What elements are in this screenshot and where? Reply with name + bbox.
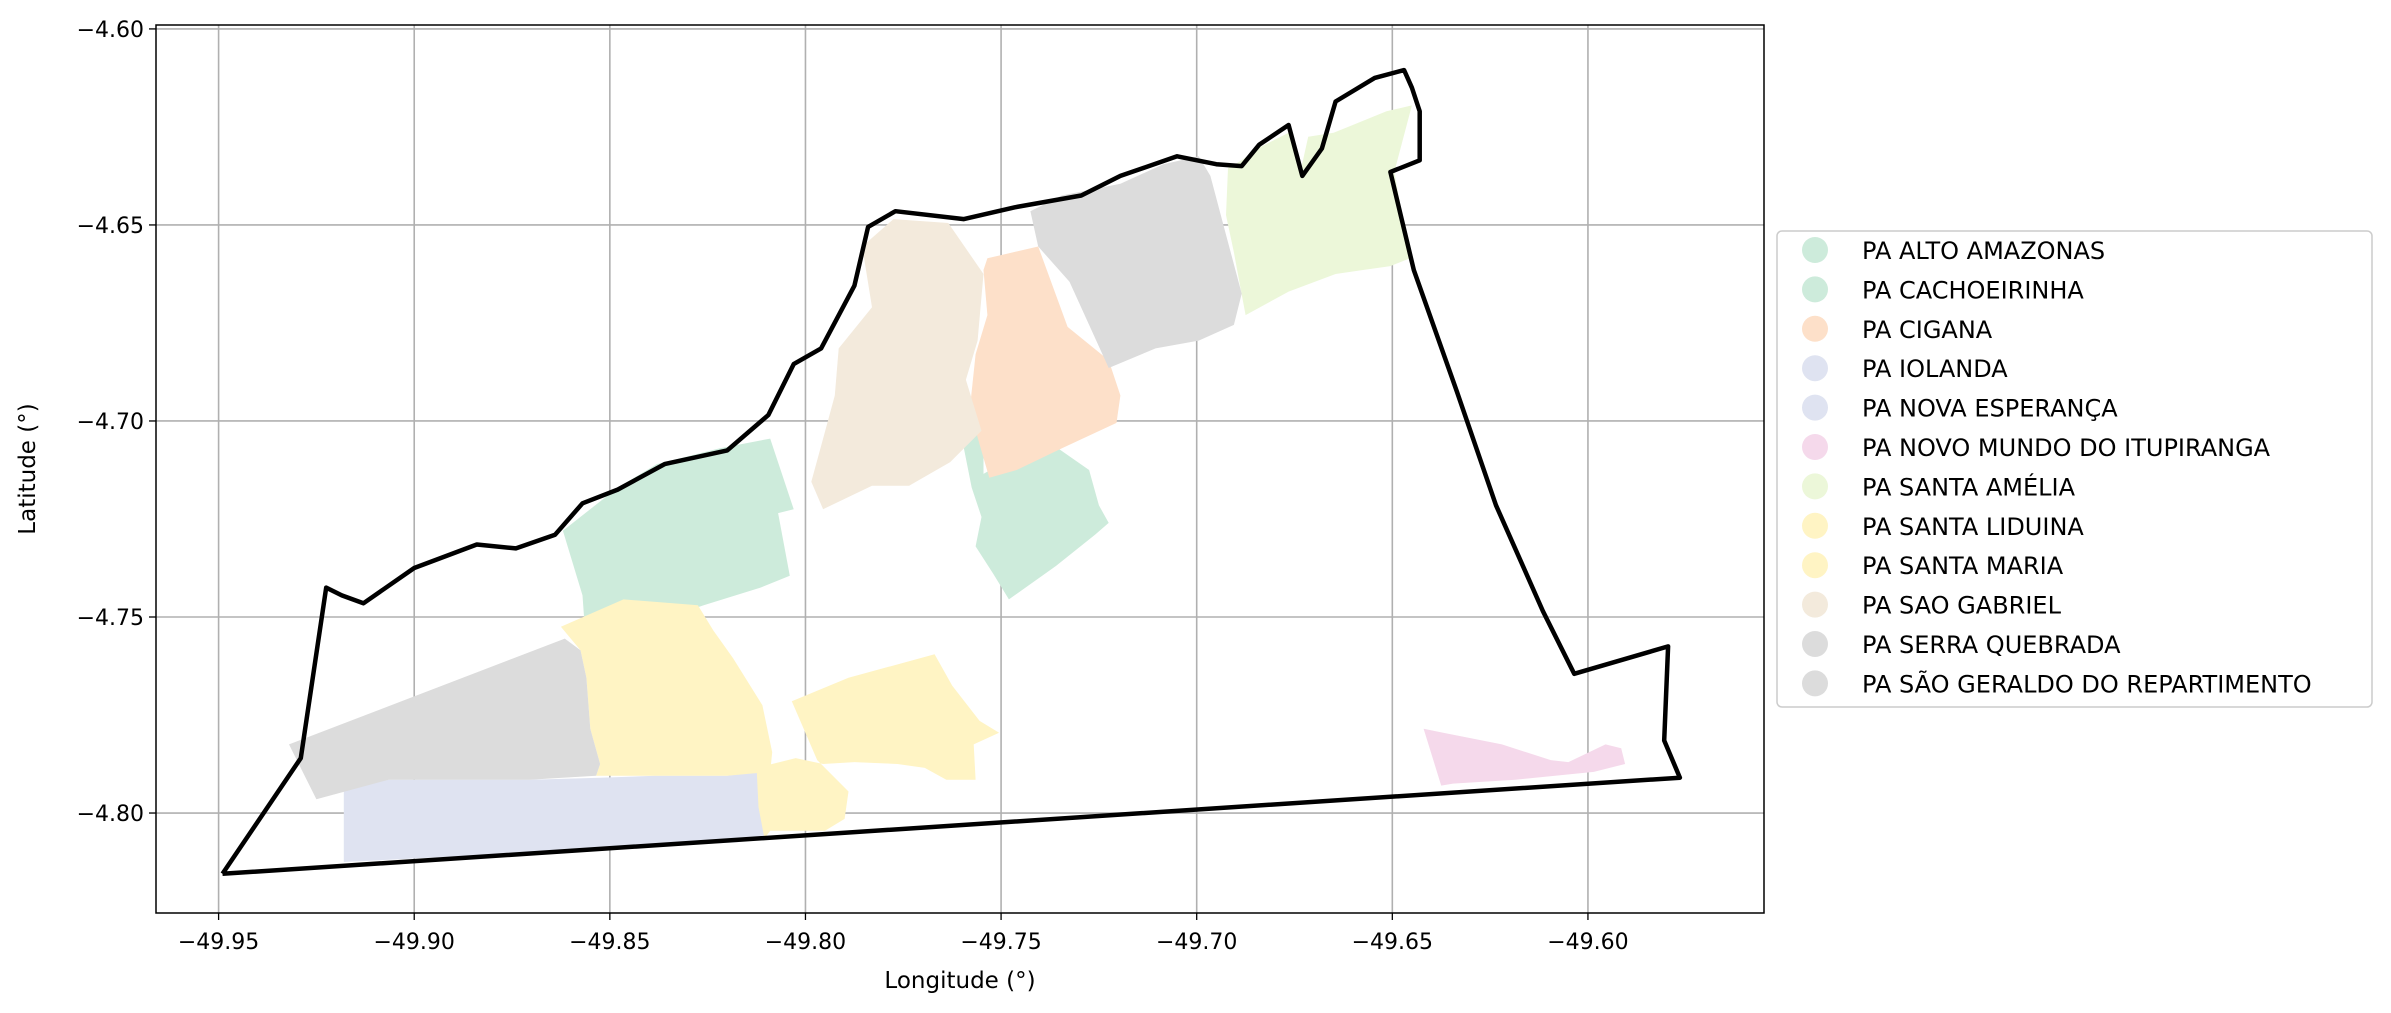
legend-marker-pa-santa-maria xyxy=(1802,552,1828,579)
legend-marker-pa-sao-geraldo-do-repartimento xyxy=(1802,670,1828,697)
x-tick-label: −49.80 xyxy=(765,930,846,955)
region-pa-santa-amelia xyxy=(1226,105,1412,316)
legend-label-pa-cachoeirinha: PA CACHOEIRINHA xyxy=(1862,276,2084,304)
legend-label-pa-novo-mundo-do-itupiranga: PA NOVO MUNDO DO ITUPIRANGA xyxy=(1862,434,2271,462)
legend-marker-pa-iolanda xyxy=(1802,355,1828,382)
legend-label-pa-iolanda: PA IOLANDA xyxy=(1862,355,2008,383)
legend-marker-pa-santa-amelia xyxy=(1802,473,1828,500)
legend-marker-pa-santa-liduina xyxy=(1802,512,1828,539)
y-tick-label: −4.60 xyxy=(77,18,144,43)
legend-label-pa-sao-gabriel: PA SAO GABRIEL xyxy=(1862,592,2062,620)
legend-label-pa-nova-esperanca: PA NOVA ESPERANÇA xyxy=(1862,395,2118,423)
legend-marker-pa-novo-mundo-do-itupiranga xyxy=(1802,434,1828,460)
legend-box xyxy=(1776,230,2373,708)
legend-marker-pa-nova-esperanca xyxy=(1802,394,1828,421)
y-tick-label: −4.70 xyxy=(77,410,144,435)
region-pa-sao-geraldo-do-repartimento xyxy=(289,638,601,800)
region-pa-cachoeirinha xyxy=(963,403,1109,600)
region-pa-santa-liduina xyxy=(560,599,773,776)
y-tick-label: −4.75 xyxy=(77,606,144,631)
legend-marker-pa-sao-gabriel xyxy=(1802,591,1828,618)
x-axis-title: Longitude (°) xyxy=(884,968,1035,994)
region-pa-alto-amazonas xyxy=(562,438,794,651)
region-pa-iolanda xyxy=(343,769,777,862)
x-axis-ticks: −49.95 −49.90 −49.85 −49.80 −49.75 −49.70 −49.… xyxy=(178,913,1629,955)
legend-label-pa-serra-quebrada: PA SERRA QUEBRADA xyxy=(1862,631,2121,659)
region-pa-santa-maria xyxy=(756,654,1000,839)
y-axis-title: Latitude (°) xyxy=(15,403,41,534)
legend-marker-pa-cigana xyxy=(1802,315,1828,342)
x-tick-label: −49.65 xyxy=(1352,930,1433,955)
legend-label-pa-santa-maria: PA SANTA MARIA xyxy=(1862,552,2064,580)
region-pa-serra-quebrada xyxy=(1030,156,1242,368)
settlement-regions xyxy=(289,105,1626,862)
y-axis-ticks: −4.60 −4.65 −4.70 −4.75 −4.80 xyxy=(77,18,156,827)
x-tick-label: −49.85 xyxy=(569,930,650,955)
legend-marker-pa-serra-quebrada xyxy=(1802,631,1828,657)
legend-label-pa-santa-amelia: PA SANTA AMÉLIA xyxy=(1862,472,2076,501)
x-tick-label: −49.75 xyxy=(960,930,1041,955)
legend-label-pa-cigana: PA CIGANA xyxy=(1862,316,1993,344)
legend-label-pa-alto-amazonas: PA ALTO AMAZONAS xyxy=(1862,237,2105,265)
legend-label-pa-sao-geraldo-do-repartimento: PA SÃO GERALDO DO REPARTIMENTO xyxy=(1862,668,2312,698)
boundary-outline xyxy=(220,67,1683,877)
x-tick-label: −49.70 xyxy=(1156,930,1237,955)
x-tick-label: −49.60 xyxy=(1547,930,1628,955)
municipality-boundary xyxy=(220,67,1683,877)
legend-marker-pa-alto-amazonas xyxy=(1802,237,1828,263)
region-pa-novo-mundo-do-itupiranga xyxy=(1423,728,1626,786)
region-pa-cigana xyxy=(969,246,1121,478)
legend-marker-pa-cachoeirinha xyxy=(1802,276,1828,303)
x-tick-label: −49.95 xyxy=(178,930,259,955)
legend: PA ALTO AMAZONAS PA CACHOEIRINHA PA CIGANA… xyxy=(1776,230,2373,708)
y-tick-label: −4.65 xyxy=(77,214,144,239)
legend-label-pa-santa-liduina: PA SANTA LIDUINA xyxy=(1862,513,2084,541)
plot-frame xyxy=(155,24,1765,914)
y-tick-label: −4.80 xyxy=(77,802,144,827)
region-pa-sao-gabriel xyxy=(811,219,984,510)
x-tick-label: −49.90 xyxy=(374,930,455,955)
